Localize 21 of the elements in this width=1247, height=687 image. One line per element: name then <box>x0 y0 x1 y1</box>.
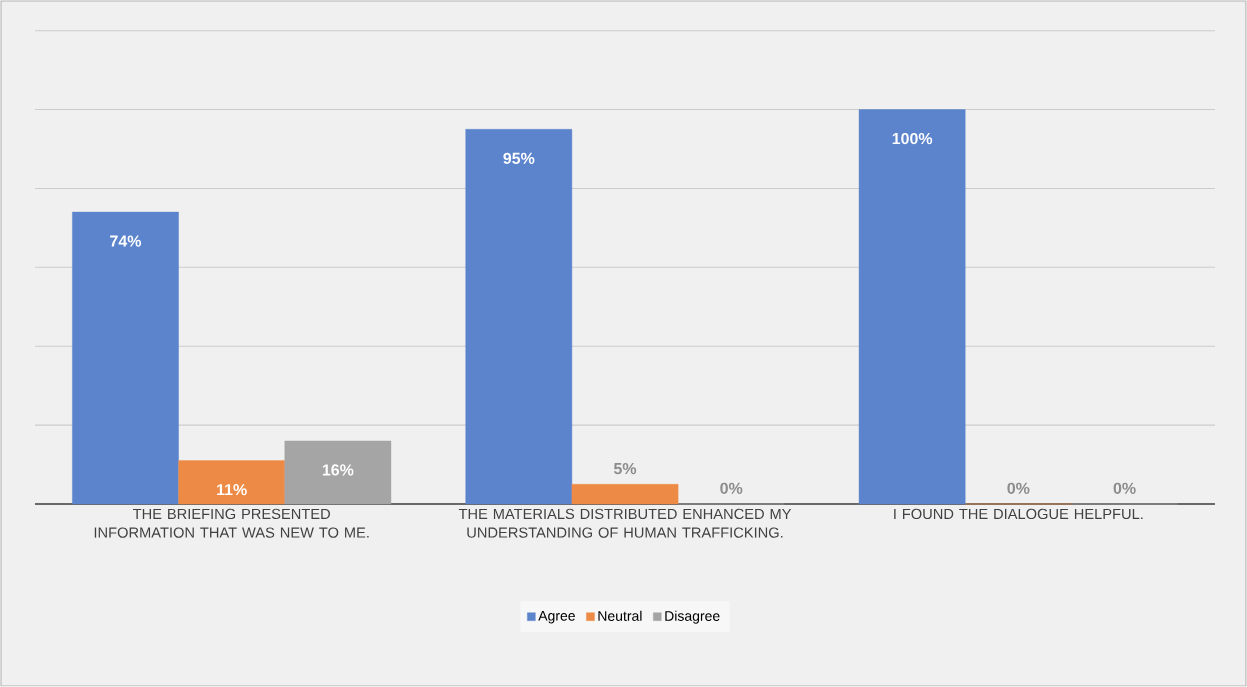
bar <box>72 211 179 505</box>
data-label: 11% <box>217 484 247 496</box>
bar <box>858 109 966 505</box>
legend-label: Agree <box>538 610 575 624</box>
data-label: 95% <box>503 152 535 164</box>
x-tick-label: I FOUND THE DIALOGUE HELPFUL. <box>894 508 1143 520</box>
data-label: 0% <box>1007 482 1030 494</box>
legend-label: Neutral <box>598 610 642 621</box>
bar <box>571 484 679 505</box>
data-label: 0% <box>720 482 743 494</box>
legend-label: Disagree <box>665 610 720 624</box>
x-tick-label: THE MATERIALS DISTRIBUTED ENHANCED MY UNDERSTANDING OF HUMAN TRAFFICKING. <box>458 508 792 538</box>
bar <box>178 460 285 505</box>
bar <box>284 440 392 505</box>
data-label: 16% <box>322 464 354 476</box>
data-label: 5% <box>613 462 637 475</box>
data-label: 100% <box>892 132 933 145</box>
data-label: 74% <box>110 235 142 247</box>
bar <box>465 129 573 505</box>
data-label: 0% <box>1113 482 1136 494</box>
x-tick-label: THE BRIEFING PRESENTED INFORMATION THAT WAS NEW TO ME. <box>94 508 369 538</box>
